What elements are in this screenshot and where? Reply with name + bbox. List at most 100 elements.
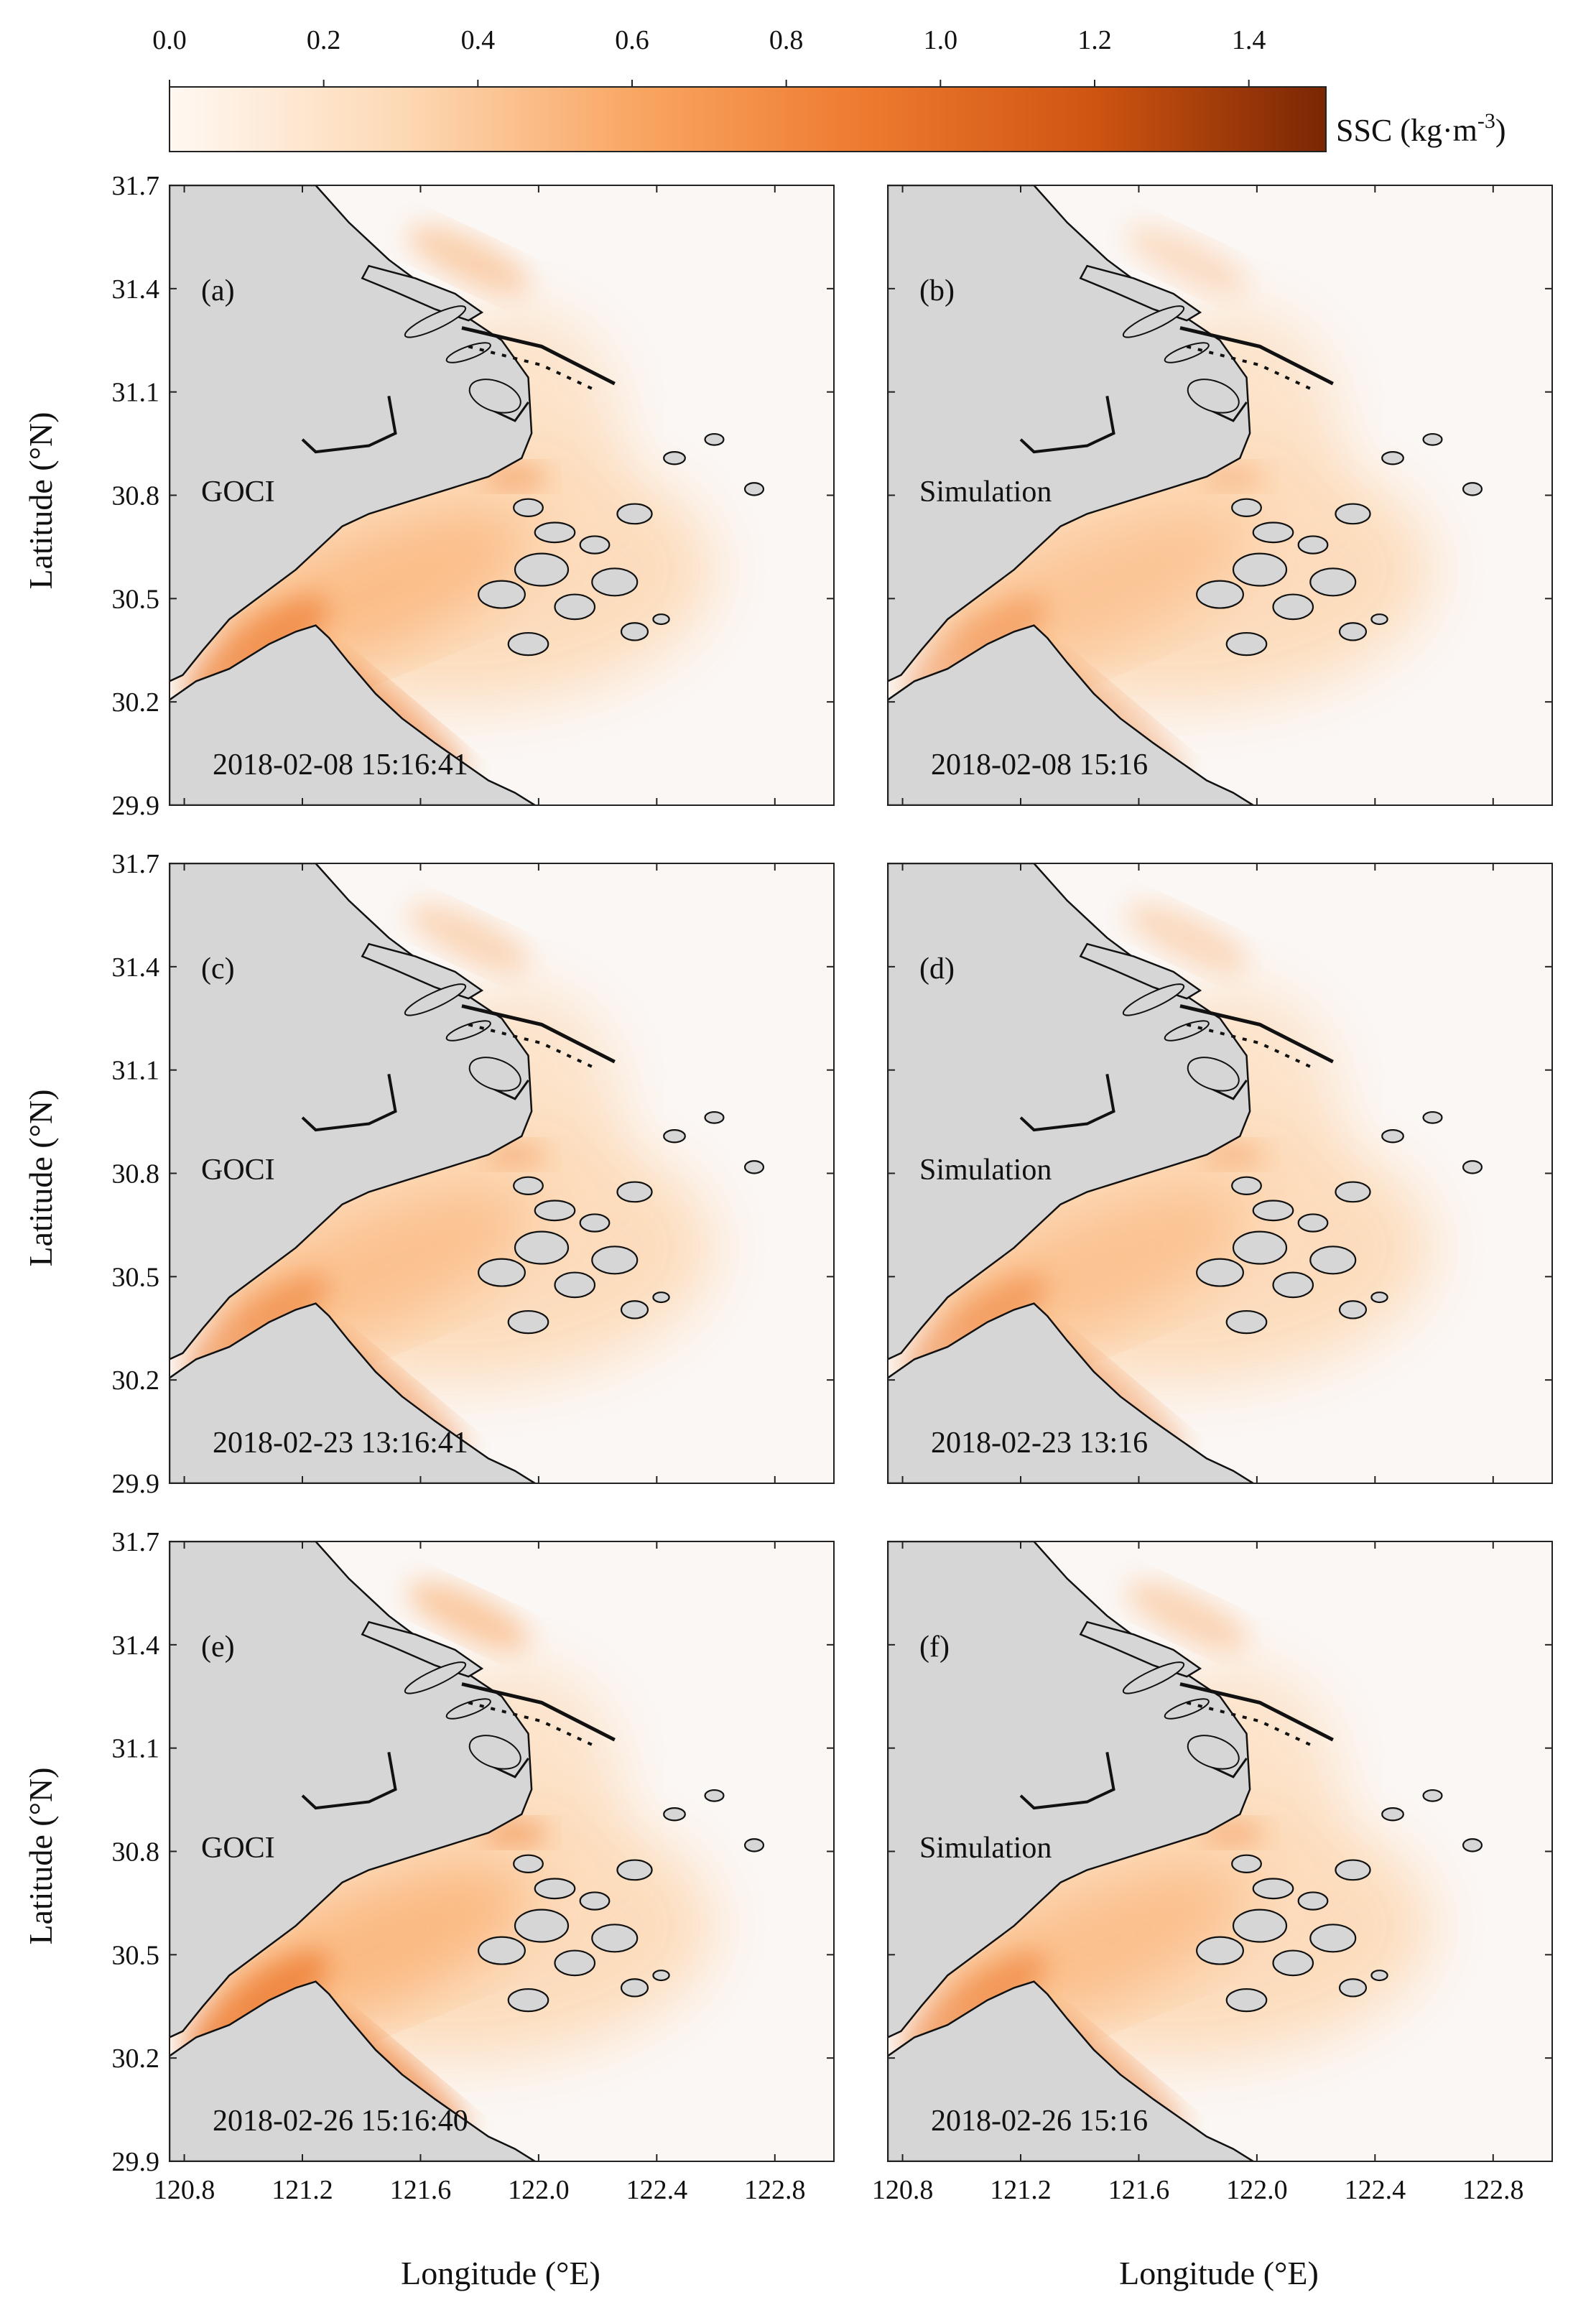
shoal (468, 1057, 521, 1092)
islet (663, 1128, 686, 1144)
panel-timestamp: 2018-02-26 15:16 (931, 2105, 1148, 2138)
shoal (1122, 1661, 1185, 1694)
islet (514, 1909, 570, 1943)
islet (534, 521, 576, 544)
islet (534, 1878, 576, 1900)
map-panels: 31.7 31.4 31.1 30.8 30.5 30.2 29.9 (a) GOCI 2018-… (112, 171, 1553, 2205)
shoal (468, 1735, 521, 1770)
panel-source-label: Simulation (919, 1154, 1052, 1187)
lon-tick-label: 122.0 (508, 2175, 570, 2205)
islet (554, 593, 596, 621)
shoal (1187, 1735, 1240, 1770)
islet (1272, 593, 1314, 621)
islet (1252, 1200, 1294, 1222)
islet (1196, 580, 1244, 609)
islet (1231, 1176, 1262, 1195)
islet (478, 580, 526, 609)
colorbar-tick-label: 0.2 (307, 25, 341, 55)
islet (1196, 1936, 1244, 1965)
islet (1309, 567, 1357, 597)
colorbar-tick-label: 0.6 (615, 25, 649, 55)
xlabel-col-2: Longitude (°E) (1119, 2255, 1319, 2291)
islet (591, 1246, 639, 1275)
map-panel: (b) Simulation 2018-02-08 15:16 (887, 185, 1553, 806)
southern-land (888, 1980, 1256, 2161)
islet (1338, 1978, 1368, 1998)
inland-boundary (1019, 396, 1115, 454)
islet (1252, 1878, 1294, 1900)
lat-tick-label: 30.8 (112, 481, 160, 511)
islet (554, 1271, 596, 1299)
lon-tick-label: 122.4 (626, 2175, 688, 2205)
lat-tick-label: 30.5 (112, 1940, 160, 1970)
islet (1462, 1838, 1483, 1852)
islet (663, 1807, 686, 1822)
jetty (468, 1023, 595, 1070)
islet (704, 432, 725, 446)
shoal (1187, 1057, 1240, 1092)
estuary-island (361, 942, 484, 1000)
islet (513, 1854, 544, 1873)
jetty (1186, 1023, 1314, 1070)
inland-boundary (1019, 1752, 1115, 1810)
islet (1335, 1181, 1371, 1203)
islet (1232, 1230, 1288, 1265)
panel-letter: (c) (201, 952, 235, 985)
panel-source-label: GOCI (201, 476, 275, 509)
islet (513, 498, 544, 517)
colorbar-tick-label: 1.0 (924, 25, 958, 55)
colorbar-tick-label: 1.4 (1232, 25, 1266, 55)
islet (1297, 1213, 1329, 1233)
estuary-island (1079, 264, 1202, 322)
lon-tick-label: 121.2 (272, 2175, 333, 2205)
lat-tick-label: 31.7 (112, 171, 160, 201)
jetty (1179, 326, 1334, 386)
islet (534, 1200, 576, 1222)
colorbar-ticks: 0.0 0.2 0.4 0.6 0.8 1.0 1.2 1.4 (152, 25, 1266, 87)
panel-source-label: Simulation (919, 476, 1052, 509)
islet (652, 1970, 670, 1982)
lon-tick-label: 120.8 (872, 2175, 934, 2205)
islet (1370, 1970, 1388, 1982)
islet (1232, 552, 1288, 587)
lat-tick-label: 30.8 (112, 1837, 160, 1868)
islet (1225, 631, 1268, 657)
southern-land (170, 1980, 537, 2161)
ylabel-row-1: Latitude (°N) (22, 412, 59, 589)
colorbar-title: SSC (kg·m-3) (1336, 109, 1505, 148)
jetty (461, 1004, 616, 1064)
shoal (1122, 305, 1185, 338)
islet (1225, 1309, 1268, 1335)
southern-land (888, 624, 1256, 805)
lon-tick-label: 120.8 (154, 2175, 215, 2205)
islet (591, 567, 639, 597)
shoal (445, 342, 491, 363)
islet (507, 1309, 549, 1335)
panel-timestamp: 2018-02-08 15:16:41 (213, 748, 468, 782)
shoal (1122, 983, 1185, 1016)
jetty (468, 345, 595, 391)
panel-timestamp: 2018-02-23 13:16:41 (213, 1427, 468, 1460)
lat-tick-label: 31.1 (112, 1056, 160, 1086)
lat-tick-label: 31.7 (112, 849, 160, 879)
jetty (1186, 345, 1314, 391)
islet (663, 450, 686, 465)
shoal (445, 1020, 491, 1042)
southern-land (170, 1302, 537, 1483)
islet (1297, 1891, 1329, 1911)
islet (616, 1859, 653, 1881)
estuary-island (361, 264, 484, 322)
lat-tick-label: 30.8 (112, 1159, 160, 1189)
islet (620, 622, 649, 641)
southern-land (888, 1302, 1256, 1483)
xlabel-col-1: Longitude (°E) (401, 2255, 600, 2291)
shoal (404, 305, 467, 338)
islet (1381, 1128, 1404, 1144)
estuary-island (1079, 1620, 1202, 1678)
colorbar: 0.0 0.2 0.4 0.6 0.8 1.0 1.2 1.4 SSC (kg·m-3) (152, 25, 1505, 152)
islet (1225, 1988, 1268, 2013)
lat-tick-label: 29.9 (112, 2147, 160, 2177)
islet (1462, 1160, 1483, 1174)
islet (1232, 1909, 1288, 1943)
